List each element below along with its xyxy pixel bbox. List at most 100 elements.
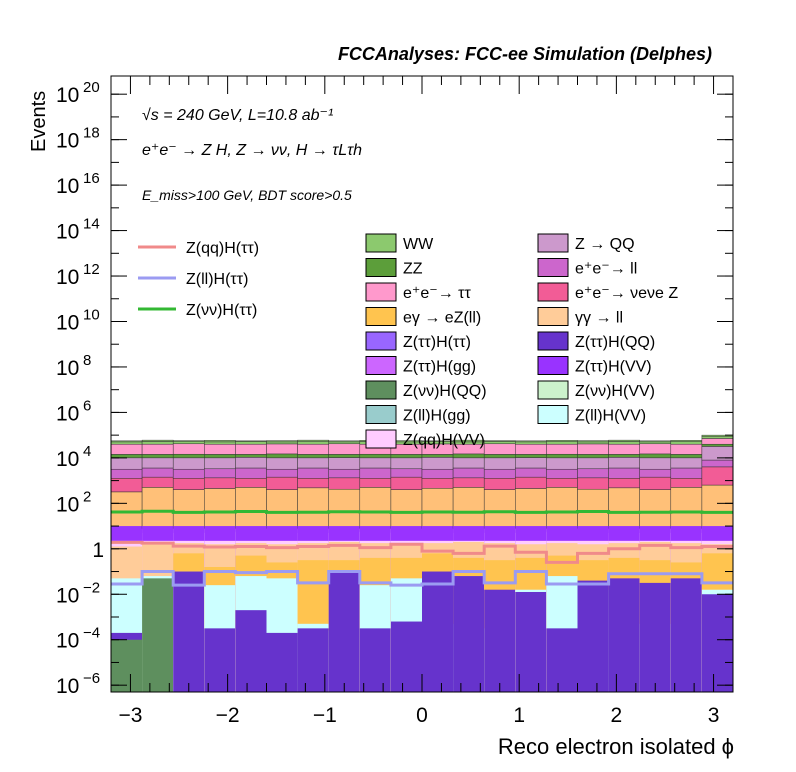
bar-green-0 xyxy=(111,639,143,692)
bar-stack-12-2 xyxy=(483,468,516,479)
bar-stack-3-0 xyxy=(204,488,236,529)
legend-col2-label-3: γγ → ll xyxy=(575,310,623,327)
legend-col2-swatch-2 xyxy=(537,282,569,302)
y-tick-label-2: 10 xyxy=(56,584,79,607)
bar-purple-8 xyxy=(359,628,391,692)
bar-stack-5-3 xyxy=(266,457,298,470)
bar-stack-2-3 xyxy=(172,457,205,470)
bar-stack-7-6 xyxy=(328,441,361,445)
axis-ticks xyxy=(110,76,734,692)
y-tick-exp-4: 2 xyxy=(83,488,91,505)
legend-line-label-0: Z(qq)H(ττ) xyxy=(186,240,259,257)
bar-stack-18-6 xyxy=(670,441,703,445)
legend-col1-label-5: Z(ττ)H(gg) xyxy=(403,359,476,376)
bar-purple-7 xyxy=(328,571,360,692)
bar-stack-2-2 xyxy=(172,468,205,479)
legend-col2-label-2: e⁺e⁻→ νeνe Z xyxy=(575,285,678,302)
bar-stack-11-2 xyxy=(452,467,485,479)
legend-col1-swatch-8 xyxy=(365,429,397,449)
bar-mid-1 xyxy=(142,526,174,541)
bar-stack-12-1 xyxy=(483,478,516,490)
bar-stack-7-1 xyxy=(328,477,361,490)
bar-stack-7-4 xyxy=(328,454,361,458)
legend-col1-swatch-4 xyxy=(365,331,397,351)
bar-stack-10-1 xyxy=(421,478,454,489)
bar-mid-11 xyxy=(453,526,485,541)
bar-stack-15-3 xyxy=(577,457,609,470)
bar-stack-2-0 xyxy=(172,489,205,529)
bar-stack-17-3 xyxy=(639,457,672,470)
annotation-cuts: E_miss>100 GeV, BDT score>0.5 xyxy=(142,187,352,203)
bar-stack-12-0 xyxy=(483,489,516,529)
bar-stack-10-4 xyxy=(421,454,454,458)
bar-stack-12-6 xyxy=(483,441,516,445)
bar-stack-16-0 xyxy=(608,487,640,529)
legend-col1-label-7: Z(ll)H(gg) xyxy=(403,408,471,425)
legend-col2-swatch-5 xyxy=(537,356,569,375)
bar-stack-15-6 xyxy=(577,441,609,445)
bar-stack-17-5 xyxy=(639,443,672,455)
bar-stack-18-5 xyxy=(670,443,703,455)
bar-stack-7-0 xyxy=(328,488,361,529)
bar-stack-19-4 xyxy=(701,443,734,447)
legend-col2-label-7: Z(ll)H(VV) xyxy=(575,408,646,425)
y-tick-label-6: 10 xyxy=(56,402,79,425)
bar-stack-14-2 xyxy=(546,468,578,479)
bar-mid-3 xyxy=(204,526,236,541)
bar-stack-5-1 xyxy=(266,476,298,490)
bar-stack-13-6 xyxy=(515,441,547,445)
y-tick-exp-1: −4 xyxy=(83,625,100,642)
bar-stack-5-6 xyxy=(266,441,298,445)
bar-purple-15 xyxy=(577,580,609,692)
legend-col1-label-6: Z(νν)H(QQ) xyxy=(403,383,487,400)
legend-col1-swatch-5 xyxy=(365,356,397,375)
bar-stack-1-3 xyxy=(141,457,174,469)
bar-stack-10-2 xyxy=(421,468,454,479)
bar-purple-18 xyxy=(670,578,702,692)
bar-stack-16-6 xyxy=(608,441,640,445)
legend-col2-swatch-3 xyxy=(537,307,569,326)
y-tick-exp-8: 10 xyxy=(83,306,100,323)
bar-stack-8-0 xyxy=(359,487,392,529)
bar-purple-19 xyxy=(701,594,733,692)
bar-purple-2 xyxy=(173,571,205,692)
bar-stack-2-4 xyxy=(172,453,205,459)
bar-stack-2-1 xyxy=(172,478,205,490)
bar-stack-0-5 xyxy=(110,443,143,455)
bar-stack-14-5 xyxy=(546,443,578,455)
bar-stack-19-1 xyxy=(701,466,734,486)
bar-stack-13-1 xyxy=(515,476,547,489)
x-tick-label-2: −1 xyxy=(313,704,337,727)
y-tick-exp-7: 8 xyxy=(83,352,91,369)
bar-stack-3-2 xyxy=(204,468,236,479)
bar-stack-17-1 xyxy=(639,476,672,490)
bar-mid-16 xyxy=(608,526,640,541)
bar-stack-3-6 xyxy=(204,441,236,445)
bar-stack-0-0 xyxy=(110,491,143,529)
bar-stack-13-2 xyxy=(515,467,547,478)
legend-col1-label-3: eγ → eZ(ll) xyxy=(403,310,481,327)
y-tick-exp-2: −2 xyxy=(83,579,100,596)
bar-stack-0-3 xyxy=(110,457,143,470)
legend-col2-label-5: Z(ττ)H(VV) xyxy=(575,359,652,376)
y-tick-label-11: 10 xyxy=(56,175,79,198)
bar-stack-10-3 xyxy=(421,457,454,470)
bar-stack-1-5 xyxy=(141,443,174,455)
y-tick-label-8: 10 xyxy=(56,311,79,334)
series-line-2 xyxy=(111,509,733,514)
legend-fills-column-2: Z → QQ e⁺e⁻→ ll e⁺e⁻→ νeνe Z γγ → ll Z(ττ)H(… xyxy=(537,233,678,425)
bar-stack-6-0 xyxy=(297,487,329,529)
legend-line-label-2: Z(νν)H(ττ) xyxy=(186,302,257,319)
bar-purple-10 xyxy=(422,571,454,692)
bar-stack-12-3 xyxy=(483,457,516,470)
bar-stack-4-5 xyxy=(235,443,267,455)
bar-stack-14-4 xyxy=(546,453,578,459)
bar-stack-6-4 xyxy=(297,454,329,459)
bar-stack-5-2 xyxy=(266,468,298,478)
bar-stack-1-4 xyxy=(141,454,174,459)
x-tick-label-6: 3 xyxy=(708,704,720,727)
bar-stack-17-0 xyxy=(639,489,672,529)
bar-purple-14 xyxy=(546,628,578,692)
bar-stack-11-0 xyxy=(452,487,485,529)
